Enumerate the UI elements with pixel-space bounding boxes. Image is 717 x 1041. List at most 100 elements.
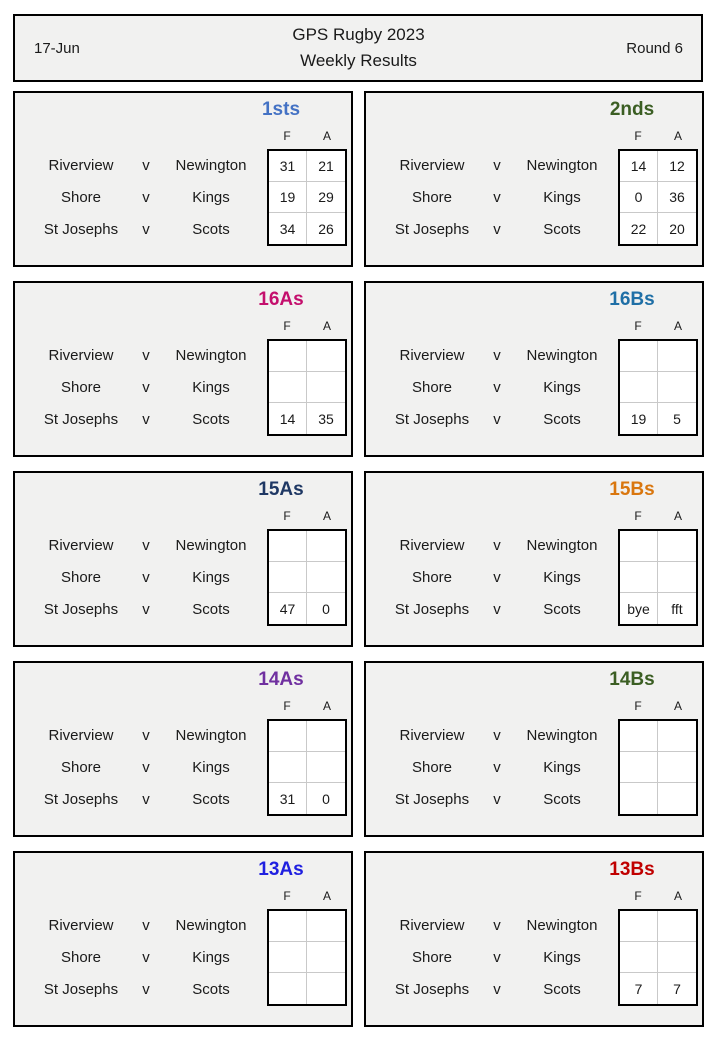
score-cell-for <box>269 942 307 973</box>
away-team-label: Newington <box>175 726 247 744</box>
panel-16as: 16As Riverview v Newington Shore v Kings… <box>13 281 353 457</box>
score-cell-against <box>658 783 696 814</box>
against-column-header: A <box>673 129 682 143</box>
away-team-label: Scots <box>543 981 581 999</box>
against-column-header: A <box>673 509 682 523</box>
home-team-label: St Josephs <box>43 411 119 429</box>
score-cell-for: 22 <box>620 213 658 244</box>
away-team-label: Kings <box>192 568 230 586</box>
versus-label: v <box>493 758 501 776</box>
versus-label: v <box>493 601 501 619</box>
score-cell-against <box>307 341 345 372</box>
versus-label: v <box>142 726 150 744</box>
for-column-header: F <box>283 129 291 143</box>
grade-title: 2nds <box>609 99 655 120</box>
home-team-label: St Josephs <box>394 791 470 809</box>
for-column-header: F <box>634 509 642 523</box>
score-cell-for <box>269 372 307 403</box>
home-team-label: Riverview <box>48 726 114 744</box>
score-grid: 31 21 19 29 34 26 <box>267 149 347 246</box>
panel-1sts: 1sts Riverview v Newington Shore v Kings… <box>13 91 353 267</box>
fixtures-list: Riverview v Newington Shore v Kings St J… <box>25 909 267 1006</box>
against-column-header: A <box>673 889 682 903</box>
score-cell-for: 14 <box>620 151 658 182</box>
versus-label: v <box>142 188 150 206</box>
score-cell-against: 0 <box>322 600 330 617</box>
grade-title: 14Bs <box>609 669 655 690</box>
grade-title: 14As <box>258 669 304 690</box>
versus-label: v <box>142 948 150 966</box>
against-column-header: A <box>322 889 331 903</box>
fixtures-list: Riverview v Newington Shore v Kings St J… <box>25 149 267 246</box>
score-table: F A <box>267 887 347 1006</box>
score-cell-against <box>658 942 696 973</box>
home-team-label: Shore <box>411 758 453 776</box>
home-team-label: Riverview <box>399 536 465 554</box>
away-team-label: Kings <box>543 568 581 586</box>
home-team-label: Riverview <box>48 536 114 554</box>
panel-body: Riverview v Newington Shore v Kings St J… <box>376 507 698 626</box>
score-cell-against <box>307 973 345 1004</box>
score-table: F A 7 7 <box>618 887 698 1006</box>
for-column-header: F <box>283 699 291 713</box>
home-team-label: Riverview <box>399 156 465 174</box>
score-cell-against <box>307 562 345 593</box>
page-title-line1: GPS Rugby 2023 <box>292 24 425 44</box>
grade-title: 1sts <box>261 99 301 120</box>
away-team-label: Newington <box>526 346 598 364</box>
away-team-label: Kings <box>192 758 230 776</box>
page-title-line2: Weekly Results <box>300 51 417 70</box>
against-column-header: A <box>322 129 331 143</box>
score-cell-against <box>658 562 696 593</box>
for-column-header: F <box>634 889 642 903</box>
panel-14bs: 14Bs Riverview v Newington Shore v Kings… <box>364 661 704 837</box>
versus-label: v <box>493 568 501 586</box>
against-column-header: A <box>673 319 682 333</box>
panel-body: Riverview v Newington Shore v Kings St J… <box>25 697 347 816</box>
score-cell-for: bye <box>620 593 658 624</box>
versus-label: v <box>142 916 150 934</box>
panel-14as: 14As Riverview v Newington Shore v Kings… <box>13 661 353 837</box>
score-table: F A <box>618 697 698 816</box>
score-cell-for: 31 <box>269 151 307 182</box>
grade-title: 16Bs <box>609 289 655 310</box>
page-title: GPS Rugby 2023 Weekly Results <box>292 22 424 75</box>
home-team-label: Shore <box>60 568 102 586</box>
for-column-header: F <box>634 319 642 333</box>
home-team-label: Riverview <box>48 916 114 934</box>
away-team-label: Scots <box>543 411 581 429</box>
fixtures-list: Riverview v Newington Shore v Kings St J… <box>25 529 267 626</box>
score-table-header: F A <box>267 697 347 719</box>
score-cell-against: 35 <box>318 410 334 427</box>
versus-label: v <box>142 378 150 396</box>
score-table-header: F A <box>618 317 698 339</box>
score-cell-for <box>269 341 307 372</box>
score-cell-against <box>658 721 696 752</box>
for-column-header: F <box>283 319 291 333</box>
against-column-header: A <box>322 509 331 523</box>
score-cell-for <box>269 531 307 562</box>
against-column-header: A <box>322 319 331 333</box>
versus-label: v <box>493 791 501 809</box>
score-cell-against <box>658 341 696 372</box>
versus-label: v <box>142 568 150 586</box>
fixtures-list: Riverview v Newington Shore v Kings St J… <box>376 149 618 246</box>
away-team-label: Kings <box>192 378 230 396</box>
score-cell-against <box>307 372 345 403</box>
home-team-label: Riverview <box>399 726 465 744</box>
panel-body: Riverview v Newington Shore v Kings St J… <box>25 127 347 246</box>
versus-label: v <box>493 188 501 206</box>
fixtures-list: Riverview v Newington Shore v Kings St J… <box>376 719 618 816</box>
score-cell-against <box>658 752 696 783</box>
score-cell-against <box>658 531 696 562</box>
grade-title: 13As <box>258 859 304 880</box>
score-cell-against <box>307 531 345 562</box>
date-label: 17-Jun <box>34 39 80 57</box>
score-cell-against <box>658 911 696 942</box>
away-team-label: Kings <box>543 378 581 396</box>
score-cell-against: 7 <box>673 980 681 997</box>
away-team-label: Newington <box>526 726 598 744</box>
home-team-label: Shore <box>60 188 102 206</box>
away-team-label: Kings <box>543 948 581 966</box>
score-table: F A 14 35 <box>267 317 347 436</box>
